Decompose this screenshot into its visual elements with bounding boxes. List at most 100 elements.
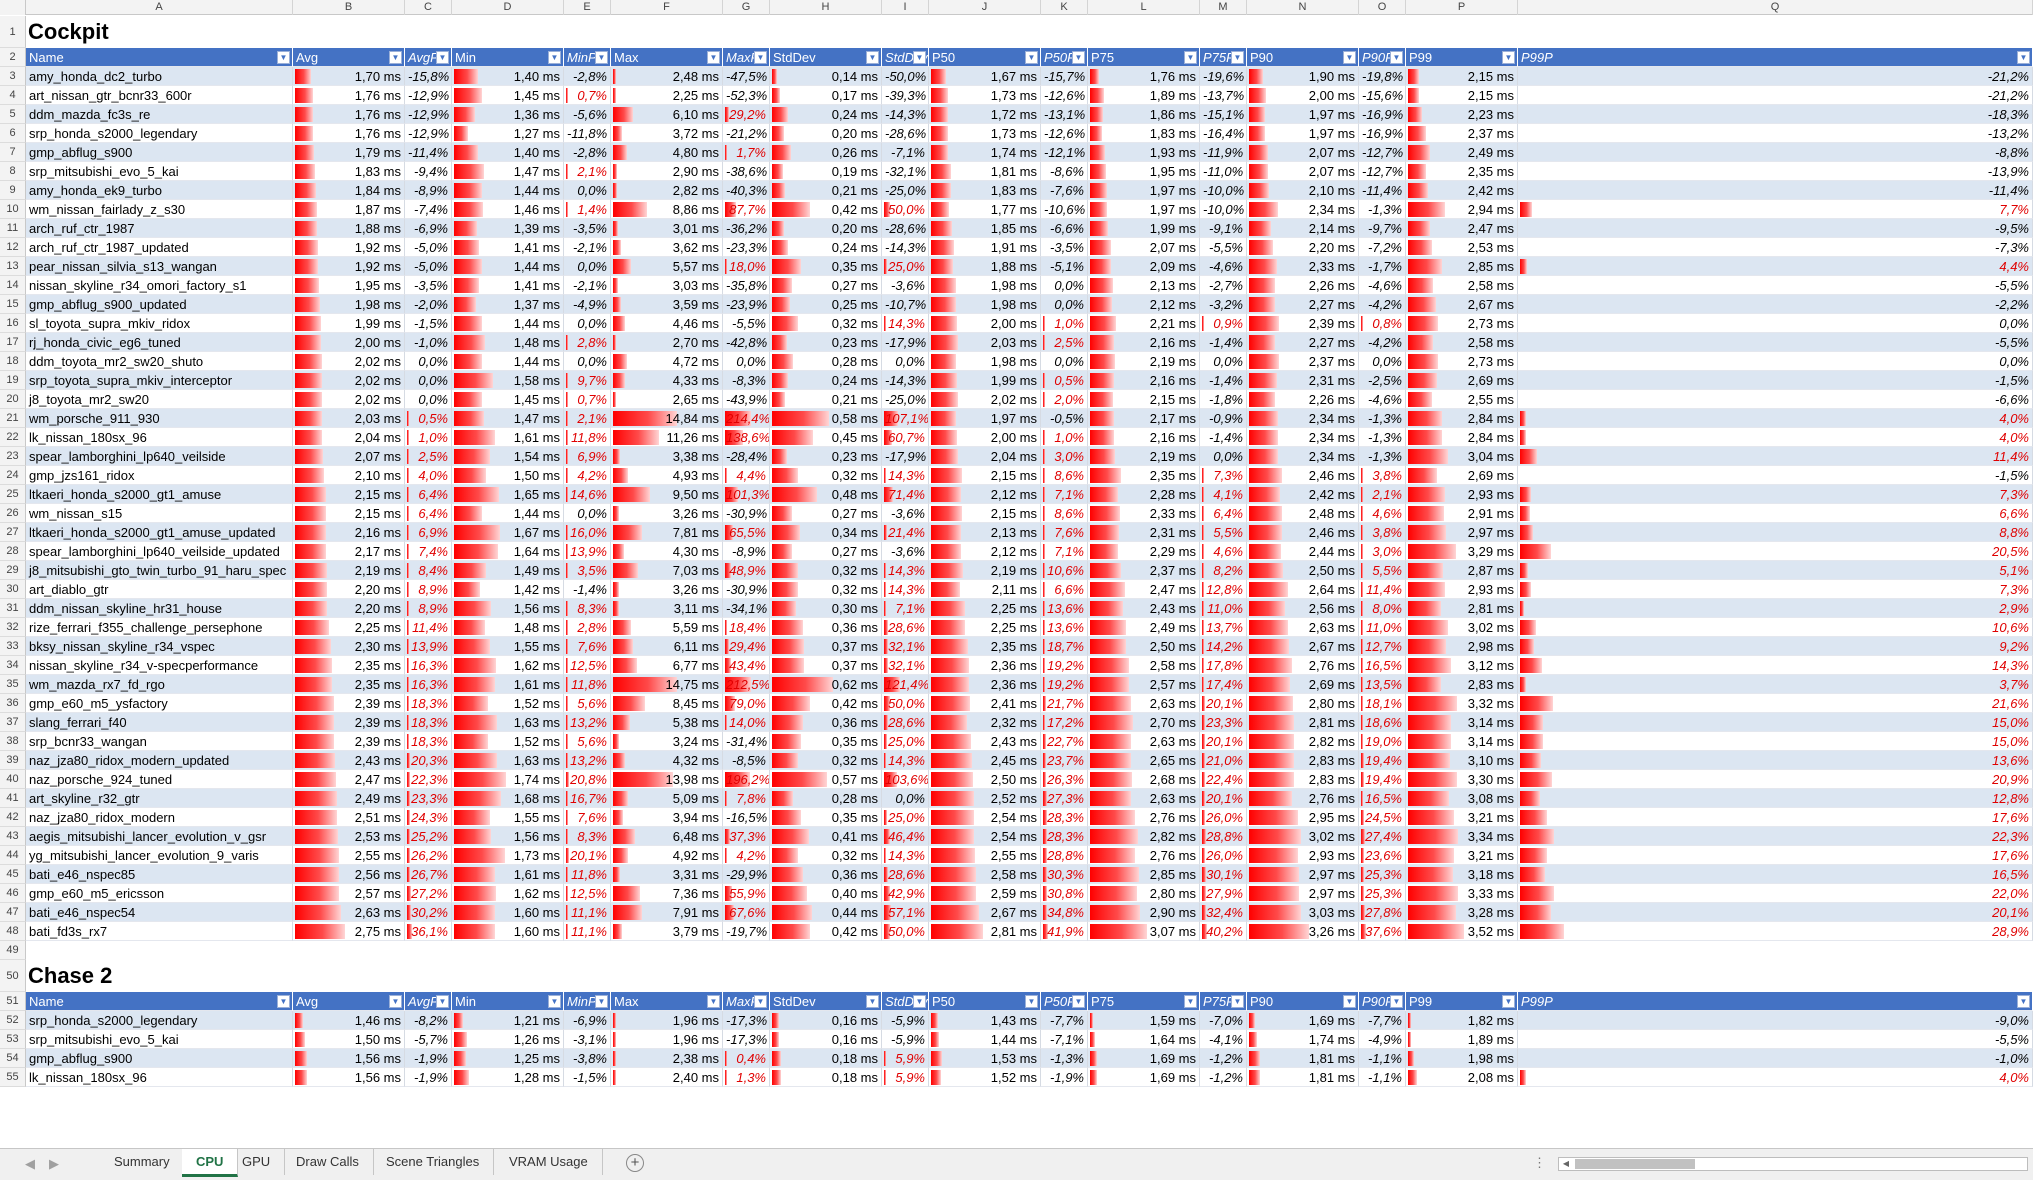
filter-dropdown-icon[interactable]: ▼: [1072, 51, 1085, 64]
stddev-cell[interactable]: 0,40 ms: [770, 884, 882, 903]
table-row[interactable]: 46 gmp_e60_m5_ericsson 2,57 ms 27,2% 1,62 ms…: [0, 884, 2033, 903]
minp-cell[interactable]: -2,8%: [564, 143, 611, 162]
p99-cell[interactable]: 2,81 ms: [1406, 599, 1518, 618]
name-cell[interactable]: ddm_toyota_mr2_sw20_shuto: [26, 352, 293, 371]
min-cell[interactable]: 1,73 ms: [452, 846, 564, 865]
p50-cell[interactable]: 2,02 ms: [929, 390, 1041, 409]
p50p-cell[interactable]: -0,5%: [1041, 409, 1088, 428]
p75p-cell[interactable]: 40,2%: [1200, 922, 1247, 941]
avg-cell[interactable]: 1,56 ms: [293, 1049, 405, 1068]
prev-sheet-icon[interactable]: ◀: [25, 1156, 35, 1171]
max-cell[interactable]: 9,50 ms: [611, 485, 723, 504]
min-cell[interactable]: 1,56 ms: [452, 827, 564, 846]
column-header-p50[interactable]: P50 ▼: [929, 48, 1041, 67]
p75-cell[interactable]: 1,69 ms: [1088, 1049, 1200, 1068]
min-cell[interactable]: 1,49 ms: [452, 561, 564, 580]
p75p-cell[interactable]: 7,3%: [1200, 466, 1247, 485]
avgp-cell[interactable]: 18,3%: [405, 694, 452, 713]
avgp-cell[interactable]: 26,7%: [405, 865, 452, 884]
table-row[interactable]: 18 ddm_toyota_mr2_sw20_shuto 2,02 ms 0,0% 1,…: [0, 352, 2033, 371]
p50-cell[interactable]: 1,83 ms: [929, 181, 1041, 200]
max-cell[interactable]: 8,86 ms: [611, 200, 723, 219]
p99p-cell[interactable]: 4,0%: [1518, 428, 2033, 447]
name-cell[interactable]: aegis_mitsubishi_lancer_evolution_v_gsr: [26, 827, 293, 846]
table-row[interactable]: 29 j8_mitsubishi_gto_twin_turbo_91_haru_s…: [0, 561, 2033, 580]
minp-cell[interactable]: 0,7%: [564, 86, 611, 105]
p90p-cell[interactable]: 4,6%: [1359, 504, 1406, 523]
p99-cell[interactable]: 2,87 ms: [1406, 561, 1518, 580]
avgp-cell[interactable]: 30,2%: [405, 903, 452, 922]
maxp-cell[interactable]: -30,9%: [723, 504, 770, 523]
p75-cell[interactable]: 2,63 ms: [1088, 732, 1200, 751]
avg-cell[interactable]: 2,07 ms: [293, 447, 405, 466]
row-number[interactable]: 41: [0, 789, 26, 808]
column-header-q[interactable]: Q: [1518, 0, 2033, 15]
p90p-cell[interactable]: 3,8%: [1359, 523, 1406, 542]
p50-cell[interactable]: 2,59 ms: [929, 884, 1041, 903]
avg-cell[interactable]: 1,50 ms: [293, 1030, 405, 1049]
stddev-cell[interactable]: -14,3%: [882, 371, 929, 390]
p90p-cell[interactable]: 0,8%: [1359, 314, 1406, 333]
avgp-cell[interactable]: 0,0%: [405, 390, 452, 409]
p50-cell[interactable]: 2,13 ms: [929, 523, 1041, 542]
p90p-cell[interactable]: -1,3%: [1359, 409, 1406, 428]
stddev-cell[interactable]: 71,4%: [882, 485, 929, 504]
p75-cell[interactable]: 2,33 ms: [1088, 504, 1200, 523]
row-number[interactable]: 26: [0, 504, 26, 523]
p90-cell[interactable]: 2,50 ms: [1247, 561, 1359, 580]
row-number[interactable]: 27: [0, 523, 26, 542]
filter-dropdown-icon[interactable]: ▼: [389, 995, 402, 1008]
p50-cell[interactable]: 1,99 ms: [929, 371, 1041, 390]
name-cell[interactable]: rj_honda_civic_eg6_tuned: [26, 333, 293, 352]
p50-cell[interactable]: 1,77 ms: [929, 200, 1041, 219]
minp-cell[interactable]: 7,6%: [564, 808, 611, 827]
table-row[interactable]: 19 srp_toyota_supra_mkiv_interceptor 2,02 …: [0, 371, 2033, 390]
stddev-cell[interactable]: 14,3%: [882, 561, 929, 580]
spreadsheet-grid[interactable]: A B C D E F G H I J K L M N O P Q 1 Cockpit 2 Name ▼ Avg ▼ AvgP ▼…: [0, 0, 2033, 1148]
avgp-cell[interactable]: 36,1%: [405, 922, 452, 941]
avgp-cell[interactable]: 27,2%: [405, 884, 452, 903]
max-cell[interactable]: 11,26 ms: [611, 428, 723, 447]
p50p-cell[interactable]: 1,0%: [1041, 428, 1088, 447]
p50-cell[interactable]: 2,54 ms: [929, 827, 1041, 846]
p99-cell[interactable]: 2,83 ms: [1406, 675, 1518, 694]
maxp-cell[interactable]: -23,9%: [723, 295, 770, 314]
avg-cell[interactable]: 2,02 ms: [293, 352, 405, 371]
stddev-cell[interactable]: 0,28 ms: [770, 789, 882, 808]
stddev-cell[interactable]: 0,37 ms: [770, 656, 882, 675]
p99-cell[interactable]: 2,69 ms: [1406, 371, 1518, 390]
p90-cell[interactable]: 2,07 ms: [1247, 143, 1359, 162]
p90p-cell[interactable]: -12,7%: [1359, 143, 1406, 162]
avgp-cell[interactable]: 24,3%: [405, 808, 452, 827]
p99p-cell[interactable]: 22,0%: [1518, 884, 2033, 903]
column-header-stddev[interactable]: StdDev ▼: [882, 992, 929, 1011]
p99p-cell[interactable]: 11,4%: [1518, 447, 2033, 466]
table-row[interactable]: 48 bati_fd3s_rx7 2,75 ms 36,1% 1,60 ms 11,1% 3…: [0, 922, 2033, 941]
avg-cell[interactable]: 2,20 ms: [293, 599, 405, 618]
max-cell[interactable]: 7,91 ms: [611, 903, 723, 922]
stddev-cell[interactable]: 0,41 ms: [770, 827, 882, 846]
avgp-cell[interactable]: 25,2%: [405, 827, 452, 846]
max-cell[interactable]: 4,46 ms: [611, 314, 723, 333]
p75p-cell[interactable]: 32,4%: [1200, 903, 1247, 922]
p99-cell[interactable]: 3,21 ms: [1406, 808, 1518, 827]
p75-cell[interactable]: 2,37 ms: [1088, 561, 1200, 580]
p75p-cell[interactable]: -15,1%: [1200, 105, 1247, 124]
p75-cell[interactable]: 2,80 ms: [1088, 884, 1200, 903]
min-cell[interactable]: 1,44 ms: [452, 181, 564, 200]
row-number[interactable]: 12: [0, 238, 26, 257]
p50p-cell[interactable]: 34,8%: [1041, 903, 1088, 922]
stddev-cell[interactable]: 25,0%: [882, 732, 929, 751]
row-number[interactable]: 45: [0, 865, 26, 884]
maxp-cell[interactable]: -8,5%: [723, 751, 770, 770]
name-cell[interactable]: ddm_nissan_skyline_hr31_house: [26, 599, 293, 618]
column-header-p90p[interactable]: P90P ▼: [1359, 992, 1406, 1011]
p90p-cell[interactable]: -7,2%: [1359, 238, 1406, 257]
p50p-cell[interactable]: 3,0%: [1041, 447, 1088, 466]
p50-cell[interactable]: 1,52 ms: [929, 1068, 1041, 1087]
row-number[interactable]: 8: [0, 162, 26, 181]
table-row[interactable]: 22 lk_nissan_180sx_96 2,04 ms 1,0% 1,61 ms 11…: [0, 428, 2033, 447]
p75-cell[interactable]: 1,99 ms: [1088, 219, 1200, 238]
p99-cell[interactable]: 2,93 ms: [1406, 580, 1518, 599]
p90p-cell[interactable]: 11,0%: [1359, 618, 1406, 637]
